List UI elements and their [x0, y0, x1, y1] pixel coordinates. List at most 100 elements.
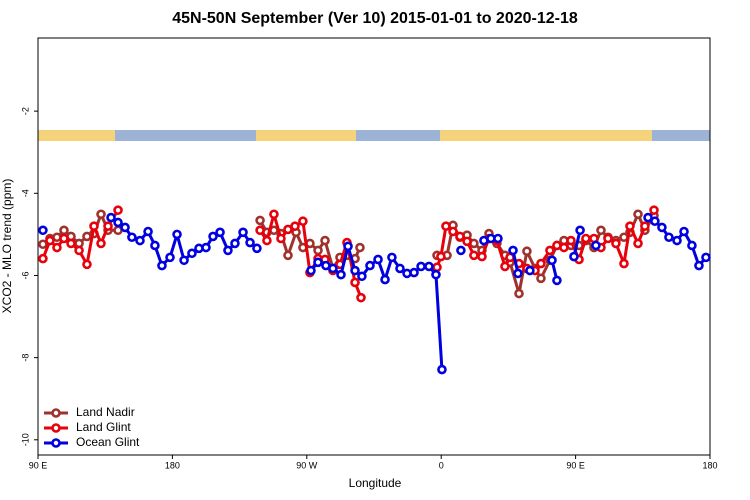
data-point — [238, 227, 248, 238]
data-point — [513, 268, 523, 279]
data-point — [569, 251, 579, 262]
data-point — [255, 225, 265, 236]
data-point — [355, 242, 365, 253]
data-point — [416, 261, 426, 272]
data-point — [545, 245, 555, 256]
data-point — [395, 263, 405, 274]
data-point — [357, 271, 367, 282]
x-tick-label: 0 — [439, 460, 444, 470]
data-point — [113, 217, 123, 228]
data-point — [313, 257, 323, 268]
data-point — [135, 235, 145, 246]
data-point — [649, 205, 659, 215]
data-point — [603, 233, 613, 244]
data-point — [38, 253, 48, 264]
data-point — [245, 237, 255, 248]
chart-title: 45N-50N September (Ver 10) 2015-01-01 to… — [172, 10, 578, 27]
legend-label: Land Nadir — [76, 405, 135, 419]
data-point — [462, 236, 472, 247]
data-point — [500, 261, 510, 272]
data-point — [365, 260, 375, 271]
data-point — [611, 238, 621, 249]
data-point — [66, 238, 76, 249]
data-point — [591, 240, 601, 251]
data-point — [455, 231, 465, 242]
data-point — [469, 250, 479, 261]
data-point — [343, 241, 353, 252]
data-point — [320, 235, 330, 246]
data-point — [89, 221, 99, 231]
data-point — [525, 265, 535, 276]
data-point — [179, 255, 189, 266]
y-tick-label: -6 — [20, 271, 30, 279]
data-point — [150, 240, 160, 251]
legend-marker — [51, 408, 61, 418]
data-point — [575, 225, 585, 236]
data-point — [157, 260, 167, 271]
data-point — [165, 252, 175, 263]
data-point — [387, 252, 397, 263]
legend-label: Land Glint — [76, 420, 131, 434]
data-point — [448, 226, 458, 237]
y-tick-label: -2 — [20, 107, 30, 115]
data-point — [424, 261, 434, 272]
data-point — [373, 254, 383, 265]
data-point — [38, 225, 48, 236]
data-point — [687, 240, 697, 251]
data-point — [633, 209, 643, 220]
data-point — [252, 243, 262, 254]
x-tick-label: 180 — [165, 460, 180, 470]
data-point — [522, 246, 532, 257]
y-axis-label: XCO2 - MLO trend (ppm) — [0, 179, 14, 314]
data-point — [596, 225, 606, 236]
data-point — [306, 265, 316, 276]
data-point — [493, 233, 503, 244]
data-point — [38, 239, 48, 250]
data-point — [113, 205, 123, 215]
data-point — [230, 238, 240, 249]
x-axis-label: Longitude — [349, 476, 402, 490]
data-point — [514, 288, 524, 299]
data-point — [283, 250, 293, 261]
data-point — [640, 221, 650, 231]
data-point — [437, 364, 447, 375]
legend-marker — [51, 438, 61, 448]
data-point — [664, 232, 674, 243]
data-point — [536, 258, 546, 269]
data-point — [276, 233, 286, 244]
data-point — [409, 267, 419, 278]
data-point — [336, 269, 346, 280]
data-point — [694, 260, 704, 271]
legend-label: Ocean Glint — [76, 435, 140, 449]
data-point — [619, 258, 629, 269]
data-point — [143, 226, 153, 237]
data-point — [581, 233, 591, 244]
y-tick-label: -8 — [20, 354, 30, 362]
data-point — [269, 209, 279, 220]
data-point — [328, 263, 338, 274]
data-point — [657, 222, 667, 233]
legend-marker — [51, 423, 61, 433]
data-point — [82, 259, 92, 270]
x-tick-label: 90 E — [29, 460, 48, 470]
plot-frame — [37, 37, 711, 456]
data-point — [262, 235, 272, 246]
data-point — [201, 242, 211, 253]
data-point — [456, 245, 466, 256]
x-tick-label: 180 — [702, 460, 717, 470]
data-point — [508, 245, 518, 256]
data-point — [74, 245, 84, 256]
data-point — [187, 248, 197, 259]
data-point — [313, 245, 323, 256]
data-point — [350, 265, 360, 276]
data-point — [536, 273, 546, 284]
data-point — [436, 251, 446, 262]
data-point — [633, 238, 643, 249]
data-point — [625, 221, 635, 231]
data-point — [52, 242, 62, 253]
data-point — [547, 255, 557, 266]
data-point — [96, 209, 106, 220]
series-line — [41, 209, 656, 299]
data-point — [172, 229, 182, 240]
data-point — [431, 269, 441, 280]
